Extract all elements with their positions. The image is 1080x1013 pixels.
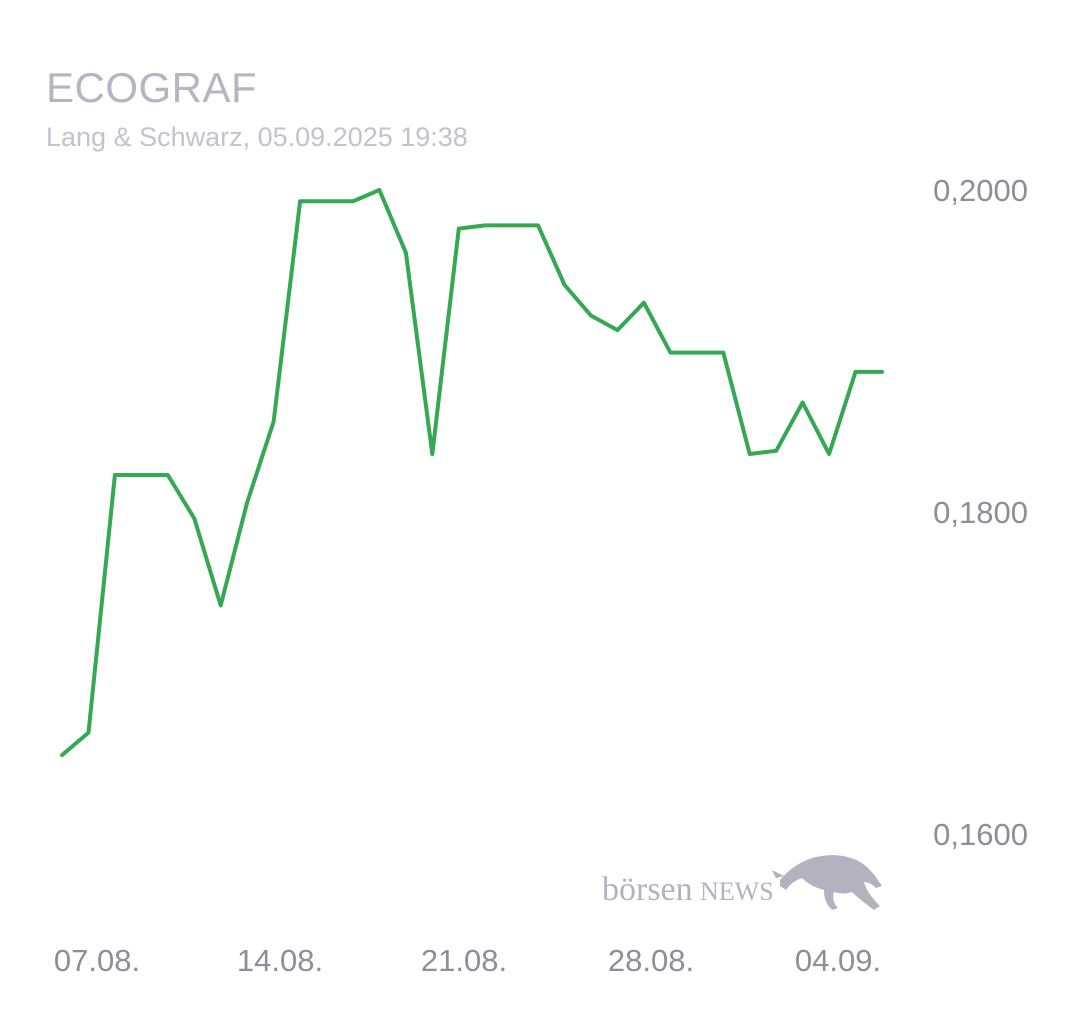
x-tick-label: 04.09. — [795, 943, 881, 978]
x-tick-label: 28.08. — [608, 943, 694, 978]
y-tick-label: 0,1600 — [933, 817, 1028, 852]
borsennews-watermark: börsen NEWS — [602, 855, 882, 910]
y-tick-label: 0,2000 — [933, 173, 1028, 208]
watermark-text-lower: börsen — [602, 871, 693, 908]
x-tick-label: 07.08. — [54, 943, 140, 978]
price-series-line — [60, 188, 884, 758]
watermark-text-upper: NEWS — [700, 877, 774, 906]
bull-icon — [772, 855, 882, 910]
chart-title: ECOGRAF — [46, 64, 258, 111]
y-tick-label: 0,1800 — [933, 495, 1028, 530]
y-axis: 0,2000 0,1800 0,1600 — [933, 173, 1028, 852]
x-tick-label: 14.08. — [237, 943, 323, 978]
chart-subtitle: Lang & Schwarz, 05.09.2025 19:38 — [46, 122, 468, 152]
x-tick-label: 21.08. — [421, 943, 507, 978]
x-axis: 07.08. 14.08. 21.08. 28.08. 04.09. — [54, 943, 881, 978]
